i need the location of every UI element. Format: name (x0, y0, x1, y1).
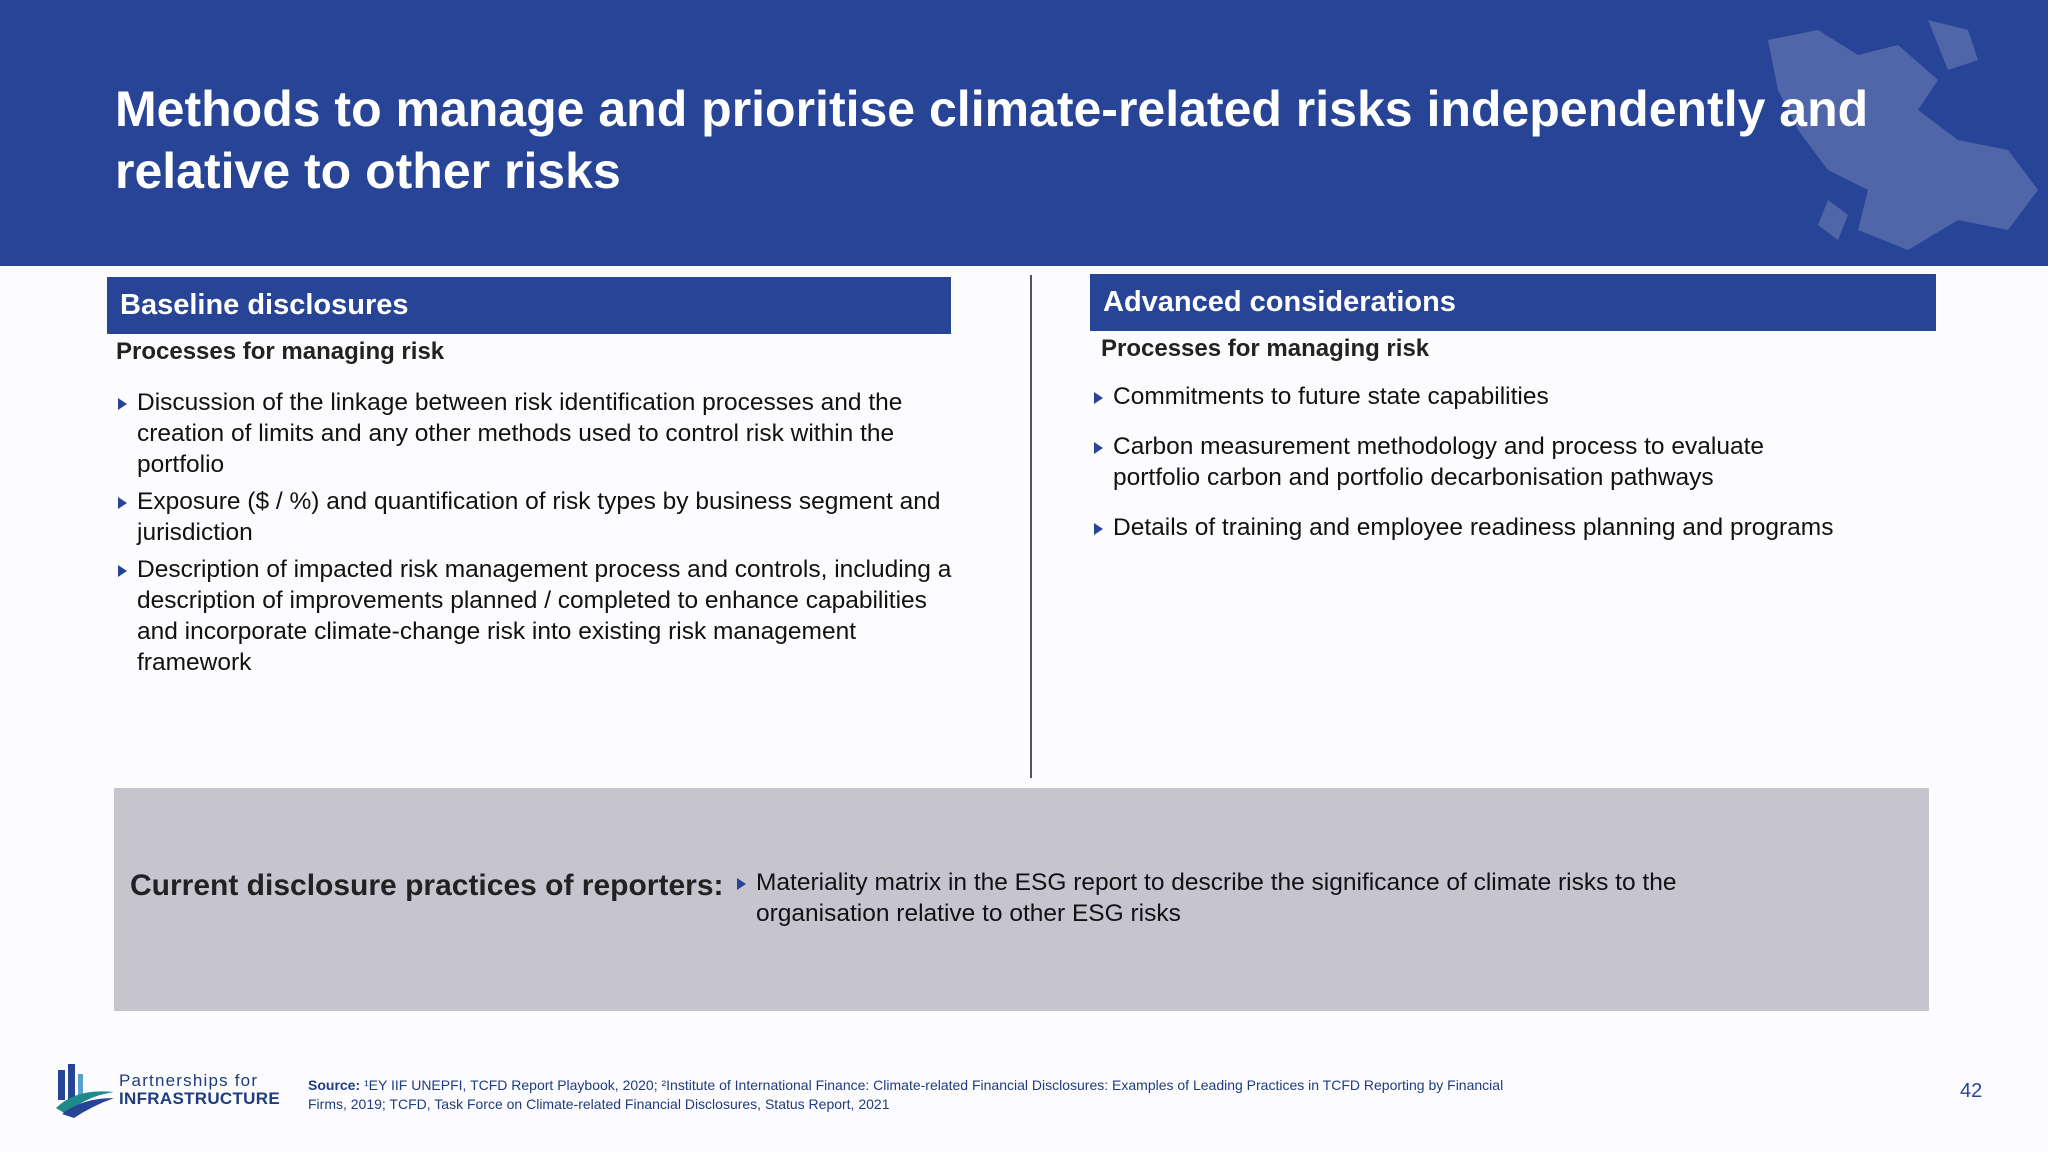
bullet-text: Materiality matrix in the ESG report to … (756, 869, 1677, 927)
partnerships-logo-icon (56, 1064, 114, 1118)
right-triangle-icon (118, 398, 127, 410)
bullet-text: Discussion of the linkage between risk i… (137, 389, 903, 478)
advanced-bullet-list: Commitments to future state capabilities… (1092, 381, 1952, 543)
practices-bullet-list: Materiality matrix in the ESG report to … (735, 867, 1795, 929)
logo-line-1: Partnerships for (119, 1071, 259, 1090)
list-item: Discussion of the linkage between risk i… (116, 387, 966, 480)
bullet-text: Exposure ($ / %) and quantification of r… (137, 488, 941, 546)
title-banner: Methods to manage and prioritise climate… (0, 0, 2048, 266)
right-triangle-icon (1094, 442, 1103, 454)
column-divider (1030, 275, 1032, 778)
list-item: Details of training and employee readine… (1092, 512, 1952, 543)
list-item: Commitments to future state capabilities (1092, 381, 1952, 412)
baseline-subheading: Processes for managing risk (116, 338, 445, 365)
right-triangle-icon (118, 565, 127, 577)
source-label: Source: (308, 1077, 361, 1093)
baseline-bullet-list: Discussion of the linkage between risk i… (116, 387, 966, 678)
list-item: Exposure ($ / %) and quantification of r… (116, 486, 966, 548)
page-title: Methods to manage and prioritise climate… (115, 81, 1869, 199)
bullet-text: Commitments to future state capabilities (1113, 383, 1549, 410)
right-triangle-icon (1094, 392, 1103, 404)
list-item: Description of impacted risk management … (116, 554, 966, 678)
advanced-subheading: Processes for managing risk (1101, 335, 1430, 362)
bullet-text: Description of impacted risk management … (137, 556, 952, 676)
baseline-heading: Baseline disclosures (107, 277, 951, 334)
practices-panel (114, 788, 1929, 1011)
logo-line-2: INFRASTRUCTURE (119, 1089, 280, 1108)
page-number: 42 (1960, 1080, 1983, 1102)
right-triangle-icon (1094, 523, 1103, 535)
right-triangle-icon (737, 878, 746, 890)
right-triangle-icon (118, 497, 127, 509)
world-map-icon (1768, 20, 2038, 250)
practices-label: Current disclosure practices of reporter… (130, 869, 724, 902)
list-item: Materiality matrix in the ESG report to … (735, 867, 1795, 929)
bullet-text: Details of training and employee readine… (1113, 514, 1834, 541)
bullet-text: Carbon measurement methodology and proce… (1113, 433, 1764, 491)
source-text: ¹EY IIF UNEPFI, TCFD Report Playbook, 20… (308, 1077, 1504, 1112)
source-citation: Source: ¹EY IIF UNEPFI, TCFD Report Play… (308, 1076, 1508, 1114)
list-item: Carbon measurement methodology and proce… (1092, 431, 1833, 493)
advanced-heading: Advanced considerations (1090, 274, 1936, 331)
